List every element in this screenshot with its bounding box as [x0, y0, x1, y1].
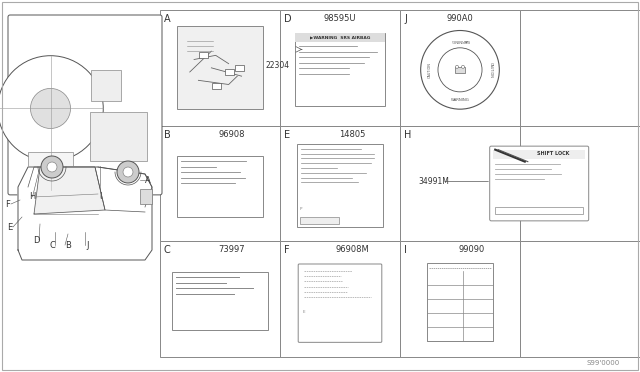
Bar — [235, 65, 244, 71]
Bar — [400, 10, 520, 126]
Text: H: H — [404, 130, 412, 140]
Text: J: J — [87, 241, 89, 250]
Circle shape — [438, 48, 482, 92]
Text: D: D — [33, 235, 39, 244]
FancyBboxPatch shape — [295, 33, 385, 106]
Bar — [520, 10, 640, 126]
Circle shape — [461, 65, 465, 68]
Bar — [495, 207, 583, 214]
Text: F: F — [284, 245, 290, 255]
Text: B: B — [65, 241, 71, 250]
Text: ▶WARNING  SRS AIRBAG: ▶WARNING SRS AIRBAG — [310, 36, 370, 40]
Text: C: C — [49, 241, 55, 250]
Text: E: E — [8, 222, 13, 231]
FancyBboxPatch shape — [8, 15, 162, 195]
Text: 14805: 14805 — [339, 130, 365, 139]
Circle shape — [31, 89, 70, 128]
Text: I: I — [99, 192, 101, 201]
Circle shape — [41, 156, 63, 178]
FancyBboxPatch shape — [172, 272, 268, 330]
Text: H: H — [29, 192, 36, 201]
Bar — [28, 153, 73, 184]
Circle shape — [420, 31, 499, 109]
Circle shape — [456, 65, 458, 68]
FancyBboxPatch shape — [490, 146, 589, 221]
FancyBboxPatch shape — [177, 157, 263, 217]
Text: WARNING: WARNING — [451, 98, 469, 102]
Circle shape — [47, 162, 57, 172]
Text: 73997: 73997 — [219, 245, 245, 254]
FancyBboxPatch shape — [427, 263, 493, 341]
Text: D: D — [284, 14, 292, 24]
Bar — [91, 70, 121, 102]
Text: C: C — [164, 245, 171, 255]
Bar — [280, 126, 400, 241]
Circle shape — [117, 161, 139, 183]
Text: 98595U: 98595U — [324, 14, 356, 23]
Text: S99'0000: S99'0000 — [587, 360, 620, 366]
FancyBboxPatch shape — [177, 26, 263, 109]
Text: P: P — [300, 207, 302, 211]
Bar — [400, 241, 520, 357]
Text: 990A0: 990A0 — [447, 14, 474, 23]
Text: 96908: 96908 — [219, 130, 245, 139]
Bar — [400, 126, 520, 241]
Bar — [520, 241, 640, 357]
Text: A: A — [145, 176, 151, 185]
Text: CAUTION: CAUTION — [428, 62, 431, 78]
Polygon shape — [18, 167, 152, 260]
Text: B: B — [164, 130, 171, 140]
Bar — [295, 33, 385, 42]
Text: A: A — [164, 14, 171, 24]
Bar — [140, 189, 152, 204]
Bar — [225, 69, 234, 75]
Bar — [280, 10, 400, 126]
Text: E: E — [284, 130, 290, 140]
Bar — [455, 67, 465, 73]
Text: J: J — [404, 14, 407, 24]
Bar — [160, 126, 280, 241]
Text: 22304: 22304 — [265, 61, 289, 70]
Text: SHIFT LOCK: SHIFT LOCK — [538, 151, 570, 156]
Text: E: E — [302, 310, 305, 314]
Circle shape — [0, 56, 103, 161]
Bar — [520, 126, 640, 241]
Bar — [160, 10, 280, 126]
Bar — [300, 217, 339, 224]
Text: 34991M: 34991M — [418, 177, 449, 186]
FancyBboxPatch shape — [298, 264, 382, 342]
Bar — [160, 241, 280, 357]
Text: 99090: 99090 — [459, 245, 485, 254]
Text: WARNING: WARNING — [451, 38, 469, 42]
FancyBboxPatch shape — [297, 144, 383, 227]
Circle shape — [123, 167, 133, 177]
Text: F: F — [6, 199, 10, 208]
Bar — [90, 112, 147, 161]
Text: CAUTION: CAUTION — [489, 62, 493, 78]
Bar — [212, 83, 221, 89]
Bar — [198, 52, 208, 58]
Bar — [280, 241, 400, 357]
Bar — [493, 150, 585, 158]
Polygon shape — [34, 167, 105, 214]
Text: I: I — [404, 245, 407, 255]
Text: 96908M: 96908M — [335, 245, 369, 254]
